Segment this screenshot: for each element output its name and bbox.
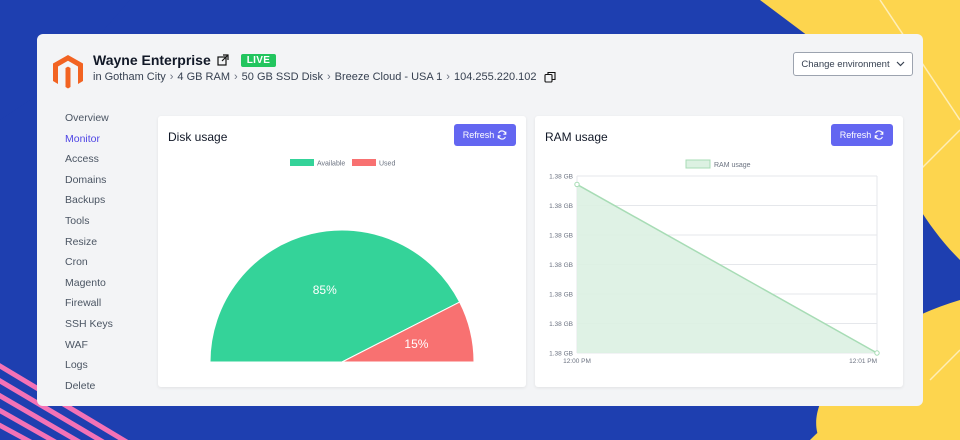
sidebar-item-firewall[interactable]: Firewall (65, 297, 102, 310)
change-environment-button[interactable]: Change environment (793, 52, 913, 76)
ram-usage-card: RAM usage Refresh RAM usage 1.38 GB 1.38 G… (535, 116, 903, 387)
sidebar-item-magento[interactable]: Magento (65, 276, 106, 289)
ram-usage-chart: RAM usage 1.38 GB 1.38 GB 1.38 GB 1.38 GB 1.3… (549, 159, 880, 365)
breadcrumb-cloud: Breeze Cloud - USA 1 (334, 71, 443, 83)
main-panel: Wayne Enterprise LIVE in Gotham City › 4… (37, 34, 923, 406)
y-tick-label: 1.38 GB (549, 321, 573, 328)
chevron-right-icon: › (169, 71, 174, 83)
breadcrumb-ip: 104.255.220.102 (453, 71, 537, 83)
ram-usage-title: RAM usage (545, 130, 608, 144)
pie-slice-used (341, 301, 475, 363)
legend-swatch-available (290, 159, 314, 166)
sidebar-item-ssh-keys[interactable]: SSH Keys (65, 317, 113, 330)
ram-usage-line (576, 183, 878, 354)
legend-label-available: Available (317, 161, 345, 168)
x-tick-label: 12:01 PM (849, 358, 877, 365)
pie-label-used: 15% (404, 337, 428, 351)
y-tick-label: 1.38 GB (549, 292, 573, 299)
sidebar-item-monitor[interactable]: Monitor (65, 132, 101, 145)
change-environment-label: Change environment (801, 58, 890, 70)
legend-label-used: Used (379, 161, 395, 168)
external-link-icon[interactable] (217, 54, 229, 66)
header: Wayne Enterprise LIVE in Gotham City › 4… (51, 52, 913, 92)
sidebar: Overview Monitor Access Domains Backups … (65, 108, 145, 396)
chevron-right-icon: › (326, 71, 331, 83)
disk-usage-card: Disk usage Refresh Available Used 85% 15% (158, 116, 526, 387)
pie-slice-available (209, 229, 461, 363)
sidebar-item-logs[interactable]: Logs (65, 359, 88, 372)
chevron-right-icon: › (234, 71, 238, 83)
ram-point-0 (574, 181, 580, 188)
breadcrumb-location: in Gotham City (93, 71, 166, 83)
title-row: Wayne Enterprise LIVE (93, 52, 277, 68)
ram-refresh-button[interactable]: Refresh (831, 124, 893, 146)
chevron-down-icon (896, 61, 905, 67)
sidebar-item-backups[interactable]: Backups (65, 194, 106, 207)
refresh-icon (874, 130, 884, 140)
disk-usage-chart: Available Used 85% 15% (209, 159, 475, 363)
ram-point-1 (874, 350, 880, 356)
disk-refresh-label: Refresh (462, 130, 495, 140)
ram-refresh-label: Refresh (839, 130, 872, 140)
sidebar-item-cron[interactable]: Cron (65, 256, 88, 269)
legend-swatch-ram-usage (685, 159, 711, 169)
refresh-icon (497, 130, 507, 140)
y-tick-label: 1.38 GB (549, 174, 573, 181)
app-title: Wayne Enterprise (93, 52, 211, 68)
sidebar-item-delete[interactable]: Delete (65, 379, 96, 392)
legend-swatch-used (352, 159, 376, 166)
sidebar-item-waf[interactable]: WAF (65, 338, 88, 351)
sidebar-item-domains[interactable]: Domains (65, 173, 107, 186)
breadcrumb: in Gotham City › 4 GB RAM › 50 GB SSD Di… (93, 71, 556, 83)
y-tick-label: 1.38 GB (549, 233, 573, 240)
sidebar-item-overview[interactable]: Overview (65, 112, 109, 124)
legend-label-ram-usage: RAM usage (714, 162, 751, 169)
y-tick-label: 1.38 GB (549, 351, 573, 358)
y-tick-label: 1.38 GB (549, 203, 573, 210)
sidebar-item-access[interactable]: Access (65, 153, 99, 166)
disk-usage-title: Disk usage (168, 130, 228, 144)
disk-refresh-button[interactable]: Refresh (454, 124, 516, 146)
copy-icon[interactable] (543, 71, 556, 83)
chevron-right-icon: › (446, 71, 450, 83)
sidebar-item-resize[interactable]: Resize (65, 235, 98, 248)
sidebar-item-tools[interactable]: Tools (65, 214, 90, 227)
breadcrumb-disk: 50 GB SSD Disk (241, 71, 323, 83)
magento-logo (53, 55, 83, 89)
status-badge: LIVE (240, 53, 277, 67)
breadcrumb-ram: 4 GB RAM (177, 71, 230, 83)
pie-label-available: 85% (313, 283, 337, 297)
x-tick-label: 12:00 PM (563, 358, 591, 365)
y-tick-label: 1.38 GB (549, 262, 573, 269)
